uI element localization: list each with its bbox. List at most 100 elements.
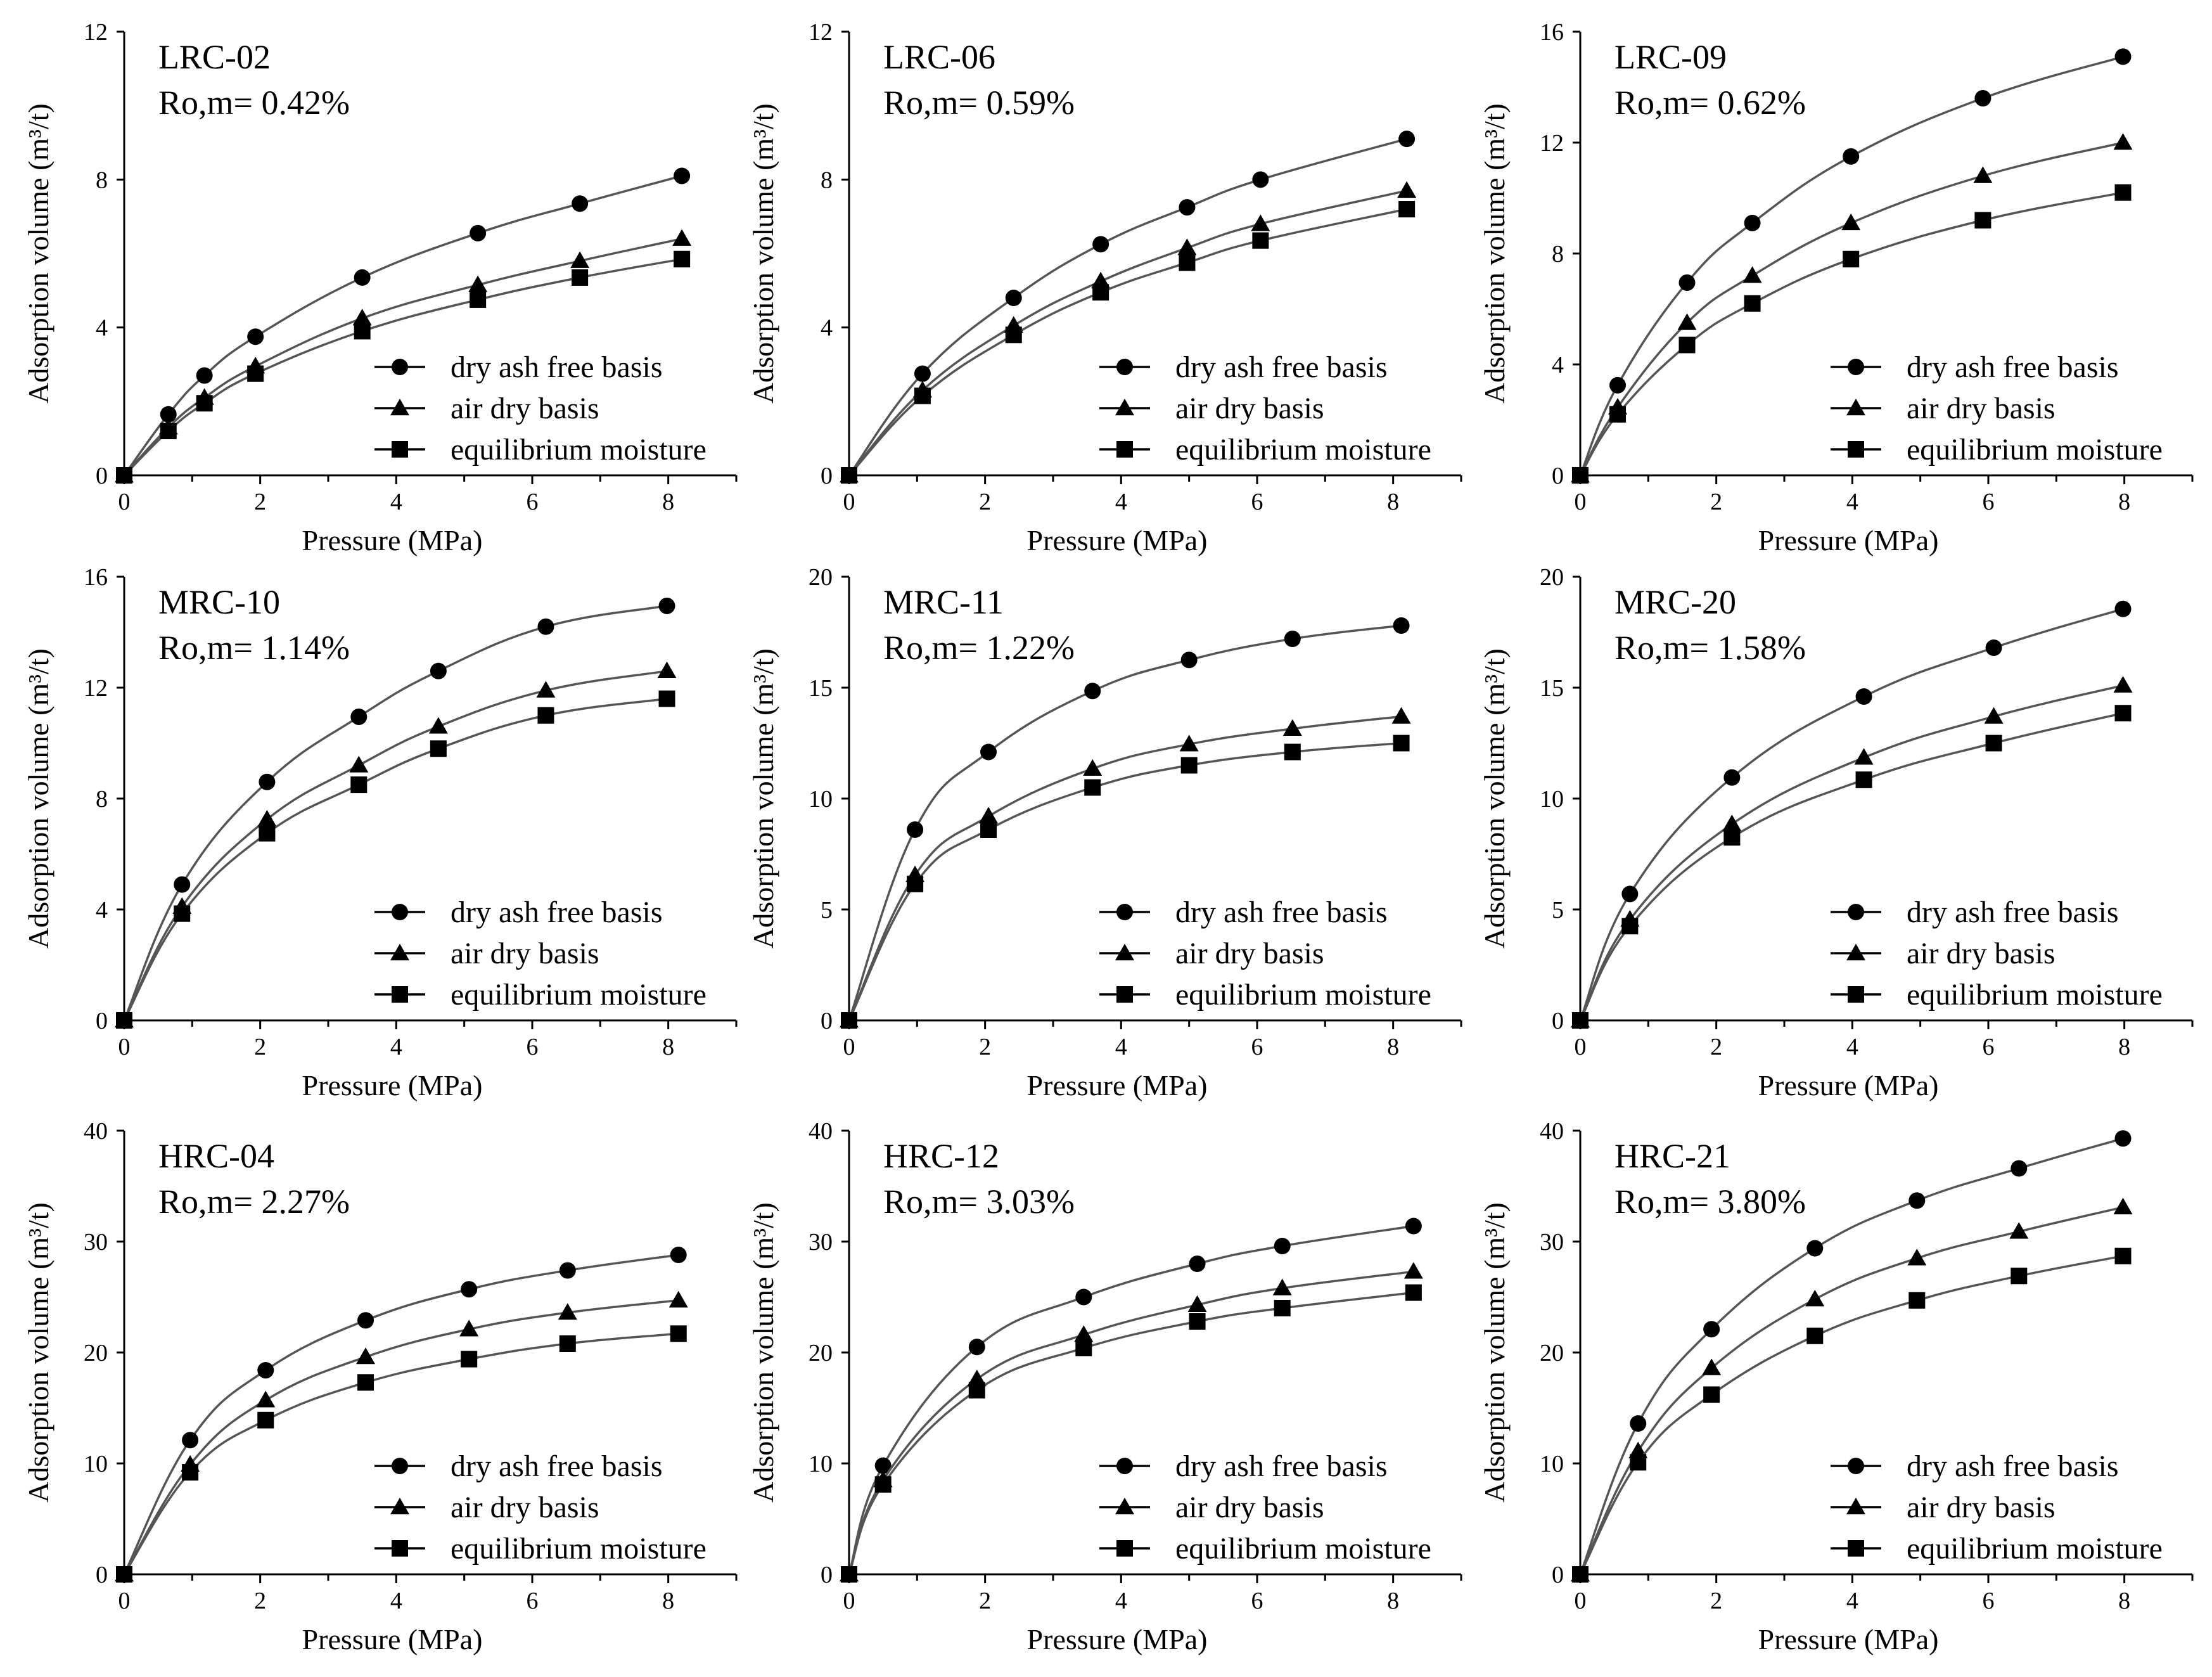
y-tick-label: 20 [1540, 564, 1564, 591]
x-tick-label: 6 [527, 1034, 539, 1060]
y-tick-label: 10 [809, 1451, 833, 1477]
data-point-square [1005, 326, 1022, 344]
data-point-square [257, 1411, 274, 1429]
x-tick-label: 8 [662, 489, 674, 515]
legend-marker-square [392, 986, 408, 1003]
data-point-square [461, 1351, 478, 1368]
data-point-square [1908, 1292, 1926, 1309]
x-tick-label: 0 [843, 1034, 855, 1060]
y-tick-label: 0 [821, 463, 833, 489]
x-tick-label: 4 [1846, 489, 1858, 515]
x-tick-label: 8 [1387, 489, 1399, 515]
y-tick-label: 8 [1552, 241, 1564, 267]
data-point-circle [674, 167, 691, 184]
x-tick-label: 2 [254, 1034, 266, 1060]
data-point-square [196, 395, 213, 412]
legend-marker-circle [1848, 904, 1864, 920]
legend-label: air dry basis [1907, 1491, 2055, 1524]
data-point-triangle [352, 309, 372, 326]
x-tick-label: 4 [1115, 1034, 1127, 1060]
x-axis-title: Pressure (MPa) [302, 1623, 483, 1655]
y-tick-label: 4 [1552, 352, 1564, 378]
x-axis-title: Pressure (MPa) [1758, 1623, 1939, 1655]
series-line-circle [1579, 608, 2124, 1021]
series-line-circle [123, 1254, 679, 1575]
legend-marker-circle [392, 359, 408, 375]
data-point-triangle [1702, 1358, 1722, 1375]
data-point-circle [1621, 885, 1639, 903]
legend-label: dry ash free basis [451, 896, 663, 929]
data-point-triangle [668, 1290, 688, 1308]
data-point-square [1974, 212, 1991, 229]
ro-label: Ro,m= 1.14% [158, 629, 350, 667]
series-line-square [1579, 712, 2123, 1021]
data-point-triangle [1722, 814, 1742, 832]
data-point-circle [670, 1247, 687, 1263]
x-tick-label: 4 [1115, 1588, 1127, 1614]
data-point-square [1572, 467, 1589, 484]
legend-marker-circle [392, 1458, 408, 1474]
chart-panel-lrc-06: 0 4 8 12 0 2 4 6 8 Pressure (MPa) Adsorption volum… [747, 19, 1462, 556]
y-tick-label: 0 [96, 1562, 108, 1588]
data-point-square [116, 1012, 132, 1029]
data-point-circle [461, 1281, 478, 1298]
data-point-square [430, 740, 447, 757]
y-axis-title: Adsorption volume (m³/t) [1478, 648, 1511, 949]
data-point-circle [1843, 148, 1860, 165]
data-point-square [674, 250, 691, 267]
data-point-triangle [1272, 1278, 1292, 1295]
data-point-square [357, 1374, 374, 1391]
data-point-circle [350, 708, 368, 725]
ro-label: Ro,m= 2.27% [158, 1183, 350, 1221]
legend-marker-square [392, 1540, 408, 1557]
legend-marker-circle [392, 904, 408, 920]
legend-marker-square [1848, 441, 1864, 458]
y-tick-label: 4 [821, 315, 833, 342]
data-point-circle [1744, 214, 1761, 231]
series-line-circle [848, 1224, 1414, 1575]
data-point-triangle [1282, 719, 1302, 736]
x-tick-label: 2 [979, 1588, 991, 1614]
x-tick-label: 0 [843, 489, 855, 515]
y-tick-label: 10 [809, 786, 833, 813]
data-point-triangle [2113, 676, 2133, 693]
y-tick-label: 4 [96, 315, 108, 342]
x-tick-label: 4 [390, 489, 402, 515]
y-tick-label: 4 [96, 897, 108, 923]
data-point-triangle [1805, 1290, 1825, 1307]
series-line-triangle [1579, 141, 2123, 476]
legend-label: equilibrium moisture [451, 978, 706, 1012]
y-tick-label: 30 [1540, 1229, 1564, 1256]
y-tick-label: 0 [96, 463, 108, 489]
data-point-circle [2114, 1130, 2132, 1147]
x-tick-label: 8 [662, 1034, 674, 1060]
data-point-square [160, 423, 177, 439]
data-point-circle [354, 269, 371, 286]
data-point-triangle [1179, 735, 1199, 752]
legend-label: dry ash free basis [451, 1449, 663, 1483]
y-tick-label: 0 [96, 1008, 108, 1034]
x-axis-title: Pressure (MPa) [302, 524, 483, 556]
legend-marker-circle [1116, 359, 1133, 375]
data-point-square [1744, 295, 1761, 312]
data-point-circle [980, 743, 997, 761]
data-point-circle [907, 821, 924, 838]
data-point-triangle [1083, 759, 1103, 776]
y-tick-label: 8 [821, 167, 833, 193]
series-line-triangle [848, 715, 1402, 1021]
data-point-triangle [1841, 213, 1861, 231]
y-tick-label: 8 [96, 167, 108, 193]
sample-label: HRC-12 [883, 1137, 999, 1175]
data-point-circle [1855, 688, 1872, 705]
data-point-triangle [657, 661, 677, 678]
y-tick-label: 10 [84, 1451, 108, 1477]
y-tick-label: 10 [1540, 1451, 1564, 1477]
sample-label: MRC-11 [883, 583, 1004, 621]
y-tick-label: 16 [84, 564, 108, 591]
data-point-square [1723, 829, 1741, 846]
data-point-circle [1985, 639, 2002, 656]
data-point-square [1274, 1300, 1291, 1316]
data-point-circle [572, 195, 589, 212]
data-point-square [1405, 1284, 1422, 1301]
chart-panel-lrc-02: 0 4 8 12 0 2 4 6 8 Pressure (MPa) Adsorption volum… [22, 19, 738, 556]
